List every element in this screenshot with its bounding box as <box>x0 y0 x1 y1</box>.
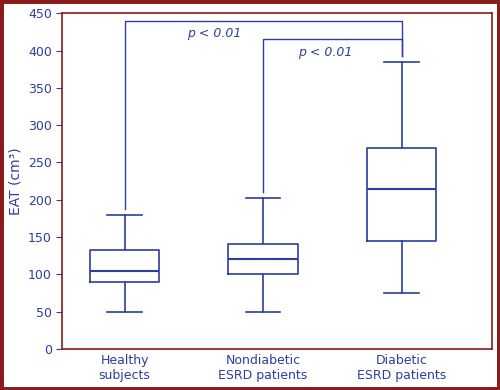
Y-axis label: EAT (cm³): EAT (cm³) <box>8 147 22 215</box>
Text: p < 0.01: p < 0.01 <box>187 27 241 40</box>
Text: p < 0.01: p < 0.01 <box>298 46 352 59</box>
